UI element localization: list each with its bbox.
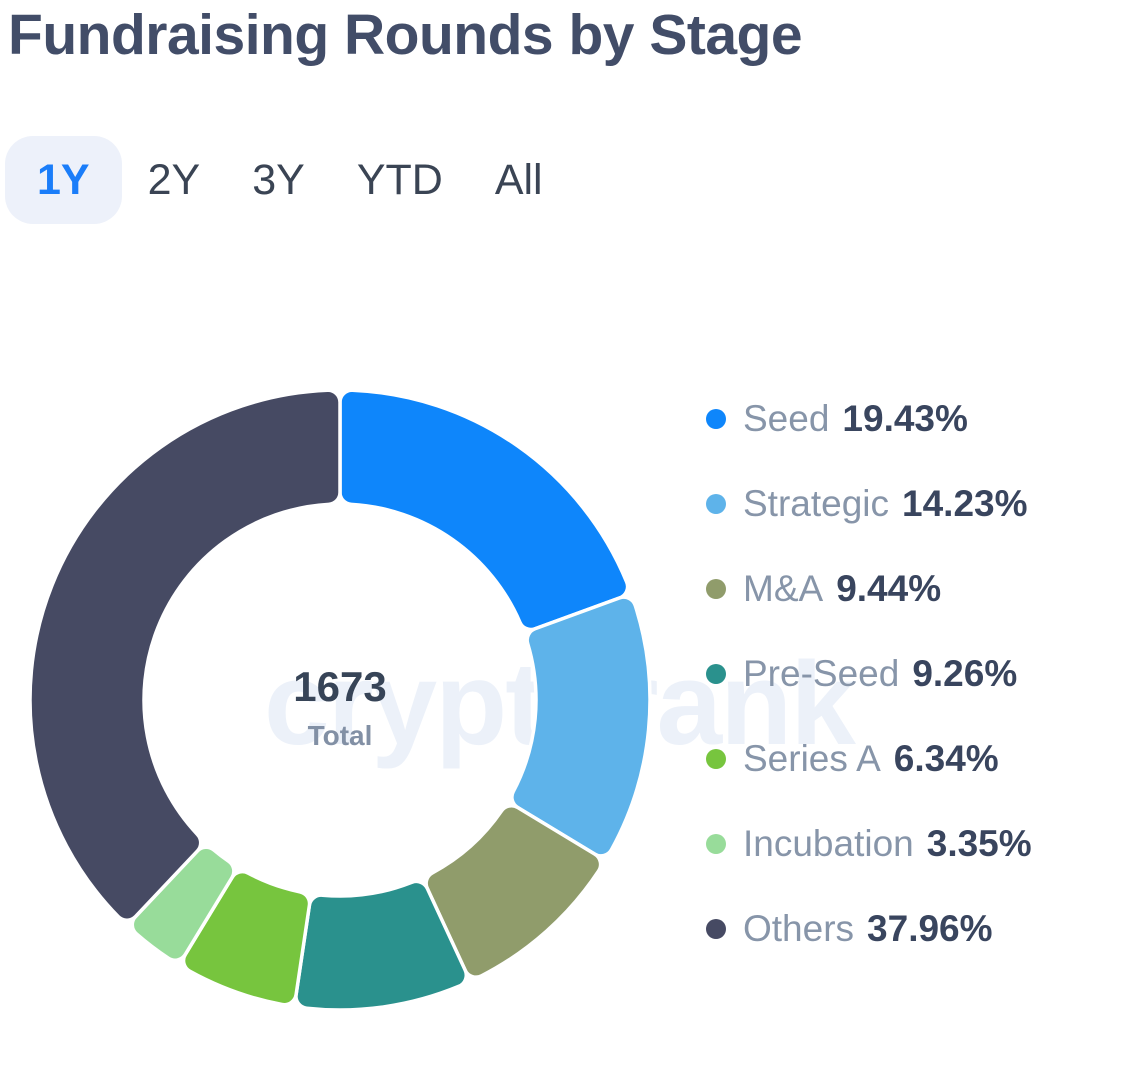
legend-item-others[interactable]: Others 37.96% xyxy=(706,886,1032,971)
donut-segment-seed[interactable] xyxy=(338,388,630,632)
legend-label: Series A xyxy=(743,737,881,779)
legend-value: 3.35% xyxy=(926,822,1032,864)
legend-item-series-a[interactable]: Series A 6.34% xyxy=(706,716,1032,801)
legend-item-seed[interactable]: Seed 19.43% xyxy=(706,376,1032,461)
legend-dot-others xyxy=(706,918,726,939)
legend-label: Seed xyxy=(743,397,830,439)
legend-value: 6.34% xyxy=(893,737,999,779)
donut-segment-others[interactable] xyxy=(28,388,342,922)
legend-value: 9.44% xyxy=(836,567,942,609)
time-range-tabs: 1Y 2Y 3Y YTD All xyxy=(5,136,569,224)
legend-dot-strategic xyxy=(706,493,726,514)
legend-label: M&A xyxy=(743,567,824,609)
tab-1y[interactable]: 1Y xyxy=(5,136,122,224)
legend-label: Pre-Seed xyxy=(743,652,900,694)
legend-dot-seed xyxy=(706,408,726,429)
donut-chart xyxy=(28,388,652,1012)
tab-ytd[interactable]: YTD xyxy=(356,155,443,204)
tab-all[interactable]: All xyxy=(494,155,543,204)
legend-item-pre-seed[interactable]: Pre-Seed 9.26% xyxy=(706,631,1032,716)
legend-item-m-a[interactable]: M&A 9.44% xyxy=(706,546,1032,631)
legend-item-strategic[interactable]: Strategic 14.23% xyxy=(706,461,1032,546)
legend-value: 19.43% xyxy=(842,397,968,439)
legend-dot-pre-seed xyxy=(706,663,726,684)
legend-value: 9.26% xyxy=(912,652,1018,694)
page-title: Fundraising Rounds by Stage xyxy=(8,3,803,67)
legend-dot-m-a xyxy=(706,578,726,599)
legend-item-incubation[interactable]: Incubation 3.35% xyxy=(706,801,1032,886)
legend-label: Incubation xyxy=(743,822,914,864)
tab-3y[interactable]: 3Y xyxy=(252,155,305,204)
legend-dot-incubation xyxy=(706,833,726,854)
legend-label: Strategic xyxy=(743,482,890,524)
legend-value: 37.96% xyxy=(867,907,993,949)
legend-label: Others xyxy=(743,907,855,949)
chart-legend: Seed 19.43% Strategic 14.23% M&A 9.44% Pre-See… xyxy=(706,376,1032,971)
legend-dot-series-a xyxy=(706,748,726,769)
legend-value: 14.23% xyxy=(902,482,1028,524)
tab-2y[interactable]: 2Y xyxy=(147,155,201,204)
